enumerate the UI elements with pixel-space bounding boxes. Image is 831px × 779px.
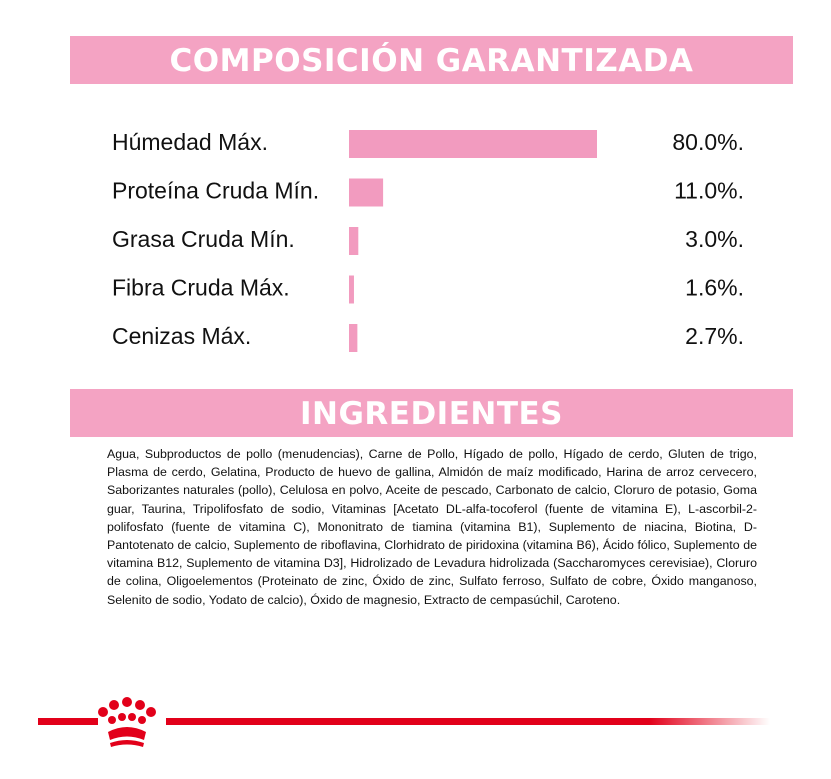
footer-line [166, 718, 770, 725]
footer [38, 697, 770, 747]
value-label: 2.7%. [685, 323, 744, 349]
bar [349, 178, 384, 207]
bar [349, 275, 354, 304]
section-title: COMPOSICIÓN GARANTIZADA [70, 36, 793, 84]
bar [349, 130, 597, 158]
section-title: INGREDIENTES [70, 389, 793, 437]
footer-line [38, 718, 98, 725]
ingredients-text: Agua, Subproductos de pollo (menudencias… [107, 447, 757, 607]
category-label: Cenizas Máx. [112, 323, 251, 349]
value-label: 11.0%. [674, 178, 744, 204]
value-label: 1.6%. [685, 275, 744, 301]
category-label: Proteína Cruda Mín. [112, 178, 319, 204]
chart: Húmedad Máx. 80.0%. Proteína Cruda Mín. 11.… [112, 129, 744, 352]
value-label: 80.0%. [672, 129, 744, 155]
logo [98, 697, 156, 747]
bar [349, 324, 358, 352]
category-label: Grasa Cruda Mín. [112, 226, 295, 252]
bar [349, 227, 359, 255]
category-label: Húmedad Máx. [112, 129, 268, 155]
category-label: Fibra Cruda Máx. [112, 275, 290, 301]
value-label: 3.0%. [685, 226, 744, 252]
